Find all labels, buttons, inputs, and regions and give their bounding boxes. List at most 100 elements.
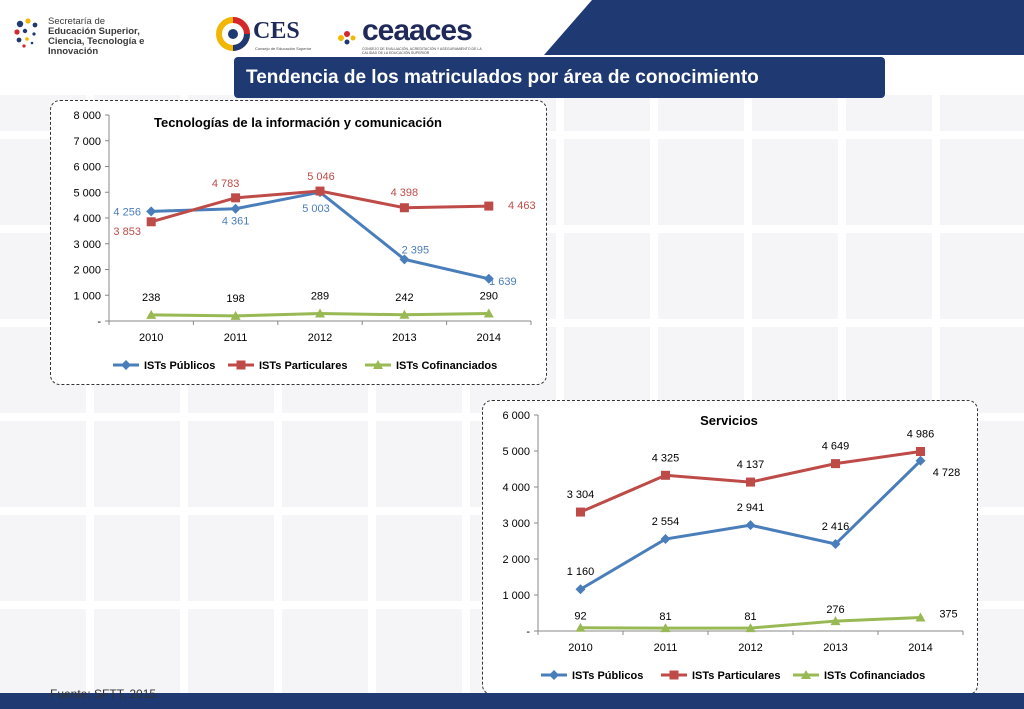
senescyt-dots-icon xyxy=(14,18,38,48)
y-tick-label: - xyxy=(97,316,101,328)
y-tick-label: 3 000 xyxy=(73,239,101,251)
data-label-particulares: 4 783 xyxy=(212,178,240,190)
data-label-particulares: 3 853 xyxy=(113,226,141,238)
ceaaces-logo-subtext: CONSEJO DE EVALUACIÓN, ACREDITACIÓN Y AS… xyxy=(362,47,482,55)
y-tick-label: 5 000 xyxy=(502,446,530,458)
legend-marker-publicos xyxy=(549,670,559,680)
legend-label-particulares: ISTs Particulares xyxy=(259,360,347,372)
legend-marker-cofinanciados xyxy=(801,670,811,679)
marker-cofinanciados xyxy=(830,616,841,626)
marker-particulares xyxy=(484,201,494,211)
page-title: Tendencia de los matriculados por área d… xyxy=(234,57,885,98)
marker-cofinanciados xyxy=(660,623,671,633)
y-tick-label: 7 000 xyxy=(73,136,101,148)
chart-tic: Tecnologías de la información y comunica… xyxy=(73,110,536,372)
marker-publicos xyxy=(830,539,841,550)
senescyt-logo: Secretaría de Educación Superior, Cienci… xyxy=(10,14,185,58)
marker-particulares xyxy=(399,203,409,213)
y-tick-label: 6 000 xyxy=(502,410,530,422)
chart-panel-tic: Tecnologías de la información y comunica… xyxy=(50,100,547,385)
chart-panel-servicios: Servicios - 1 000 2 000 3 000 4 000 5 000 6 000… xyxy=(482,400,978,695)
data-label-publicos: 2 941 xyxy=(737,502,765,514)
legend-marker-publicos xyxy=(121,360,131,370)
data-label-publicos: 4 361 xyxy=(222,216,250,228)
data-label-cofinanciados: 92 xyxy=(574,611,586,623)
data-label-publicos: 5 003 xyxy=(302,203,330,215)
x-tick-label: 2011 xyxy=(654,642,678,654)
y-tick-label: 2 000 xyxy=(73,265,101,277)
data-label-cofinanciados: 198 xyxy=(226,293,244,305)
marker-particulares xyxy=(661,470,670,480)
footer-band xyxy=(0,693,1024,709)
data-label-publicos: 2 395 xyxy=(402,244,430,256)
data-label-particulares: 4 398 xyxy=(391,187,419,199)
senescyt-line-3: Ciencia, Tecnología e Innovación xyxy=(48,36,145,57)
legend-marker-cofinanciados xyxy=(373,360,383,369)
data-label-particulares: 4 649 xyxy=(822,441,850,453)
data-label-cofinanciados: 242 xyxy=(395,292,413,304)
marker-publicos xyxy=(146,206,157,217)
marker-cofinanciados xyxy=(399,309,410,319)
ces-logo-text: CES xyxy=(253,18,300,44)
x-tick-label: 2012 xyxy=(308,332,332,344)
data-label-publicos: 2 554 xyxy=(652,516,680,528)
data-label-particulares: 4 325 xyxy=(652,452,680,464)
source-note: Fuente: SFTT, 2015. xyxy=(50,687,160,701)
x-tick-label: 2010 xyxy=(568,642,592,654)
chart-title: Tecnologías de la información y comunica… xyxy=(154,115,442,130)
marker-particulares xyxy=(916,447,925,457)
marker-particulares xyxy=(831,459,840,469)
ceaaces-logo-text: ceaaces xyxy=(362,14,473,47)
legend-label-cofinanciados: ISTs Cofinanciados xyxy=(824,670,925,682)
x-tick-label: 2012 xyxy=(738,642,762,654)
ces-ring-icon xyxy=(216,17,250,51)
marker-cofinanciados xyxy=(915,612,926,622)
marker-cofinanciados xyxy=(146,309,157,319)
marker-publicos xyxy=(575,584,586,595)
x-tick-label: 2013 xyxy=(392,332,416,344)
y-tick-label: 6 000 xyxy=(73,162,101,174)
data-label-cofinanciados: 276 xyxy=(826,604,844,616)
x-tick-label: 2014 xyxy=(908,642,932,654)
y-tick-label: 3 000 xyxy=(502,518,530,530)
y-tick-label: 2 000 xyxy=(502,554,530,566)
x-tick-label: 2011 xyxy=(224,332,248,344)
data-label-cofinanciados: 375 xyxy=(939,609,957,621)
chart-title: Servicios xyxy=(700,413,758,428)
y-tick-label: 5 000 xyxy=(73,187,101,199)
data-label-cofinanciados: 290 xyxy=(480,291,498,303)
ceaaces-logo: ceaaces CONSEJO DE EVALUACIÓN, ACREDITAC… xyxy=(336,14,496,56)
legend-label-publicos: ISTs Públicos xyxy=(572,670,643,682)
legend-marker-particulares xyxy=(669,670,679,680)
data-label-publicos: 4 256 xyxy=(113,206,141,218)
legend-marker-particulares xyxy=(236,360,246,370)
marker-publicos xyxy=(230,203,241,214)
senescyt-line-2: Educación Superior, xyxy=(48,26,140,37)
data-label-cofinanciados: 81 xyxy=(659,611,671,623)
ces-logo: CES Consejo de Educación Superior xyxy=(215,16,315,56)
ces-logo-subtext: Consejo de Educación Superior xyxy=(255,46,312,51)
marker-publicos xyxy=(483,273,494,284)
marker-particulares xyxy=(146,217,156,227)
data-label-publicos: 1 639 xyxy=(489,276,517,288)
marker-publicos xyxy=(660,534,671,545)
legend-label-particulares: ISTs Particulares xyxy=(692,670,780,682)
senescyt-line-1: Secretaría de xyxy=(48,16,106,27)
y-tick-label: 1 000 xyxy=(73,290,101,302)
x-tick-label: 2014 xyxy=(477,332,501,344)
data-label-particulares: 4 463 xyxy=(508,200,536,212)
marker-cofinanciados xyxy=(483,308,494,318)
data-label-particulares: 4 137 xyxy=(737,459,765,471)
y-tick-label: - xyxy=(526,626,530,638)
marker-cofinanciados xyxy=(315,308,325,318)
chart-servicios: Servicios - 1 000 2 000 3 000 4 000 5 000 6 000… xyxy=(502,410,964,682)
data-label-cofinanciados: 238 xyxy=(142,292,160,304)
y-tick-label: 4 000 xyxy=(73,213,101,225)
y-tick-label: 8 000 xyxy=(73,110,101,122)
marker-cofinanciados xyxy=(745,623,756,633)
marker-cofinanciados xyxy=(230,310,241,320)
marker-publicos xyxy=(915,455,926,466)
data-label-particulares: 5 046 xyxy=(307,171,335,183)
marker-particulares xyxy=(231,193,241,203)
data-label-particulares: 4 986 xyxy=(907,429,935,441)
